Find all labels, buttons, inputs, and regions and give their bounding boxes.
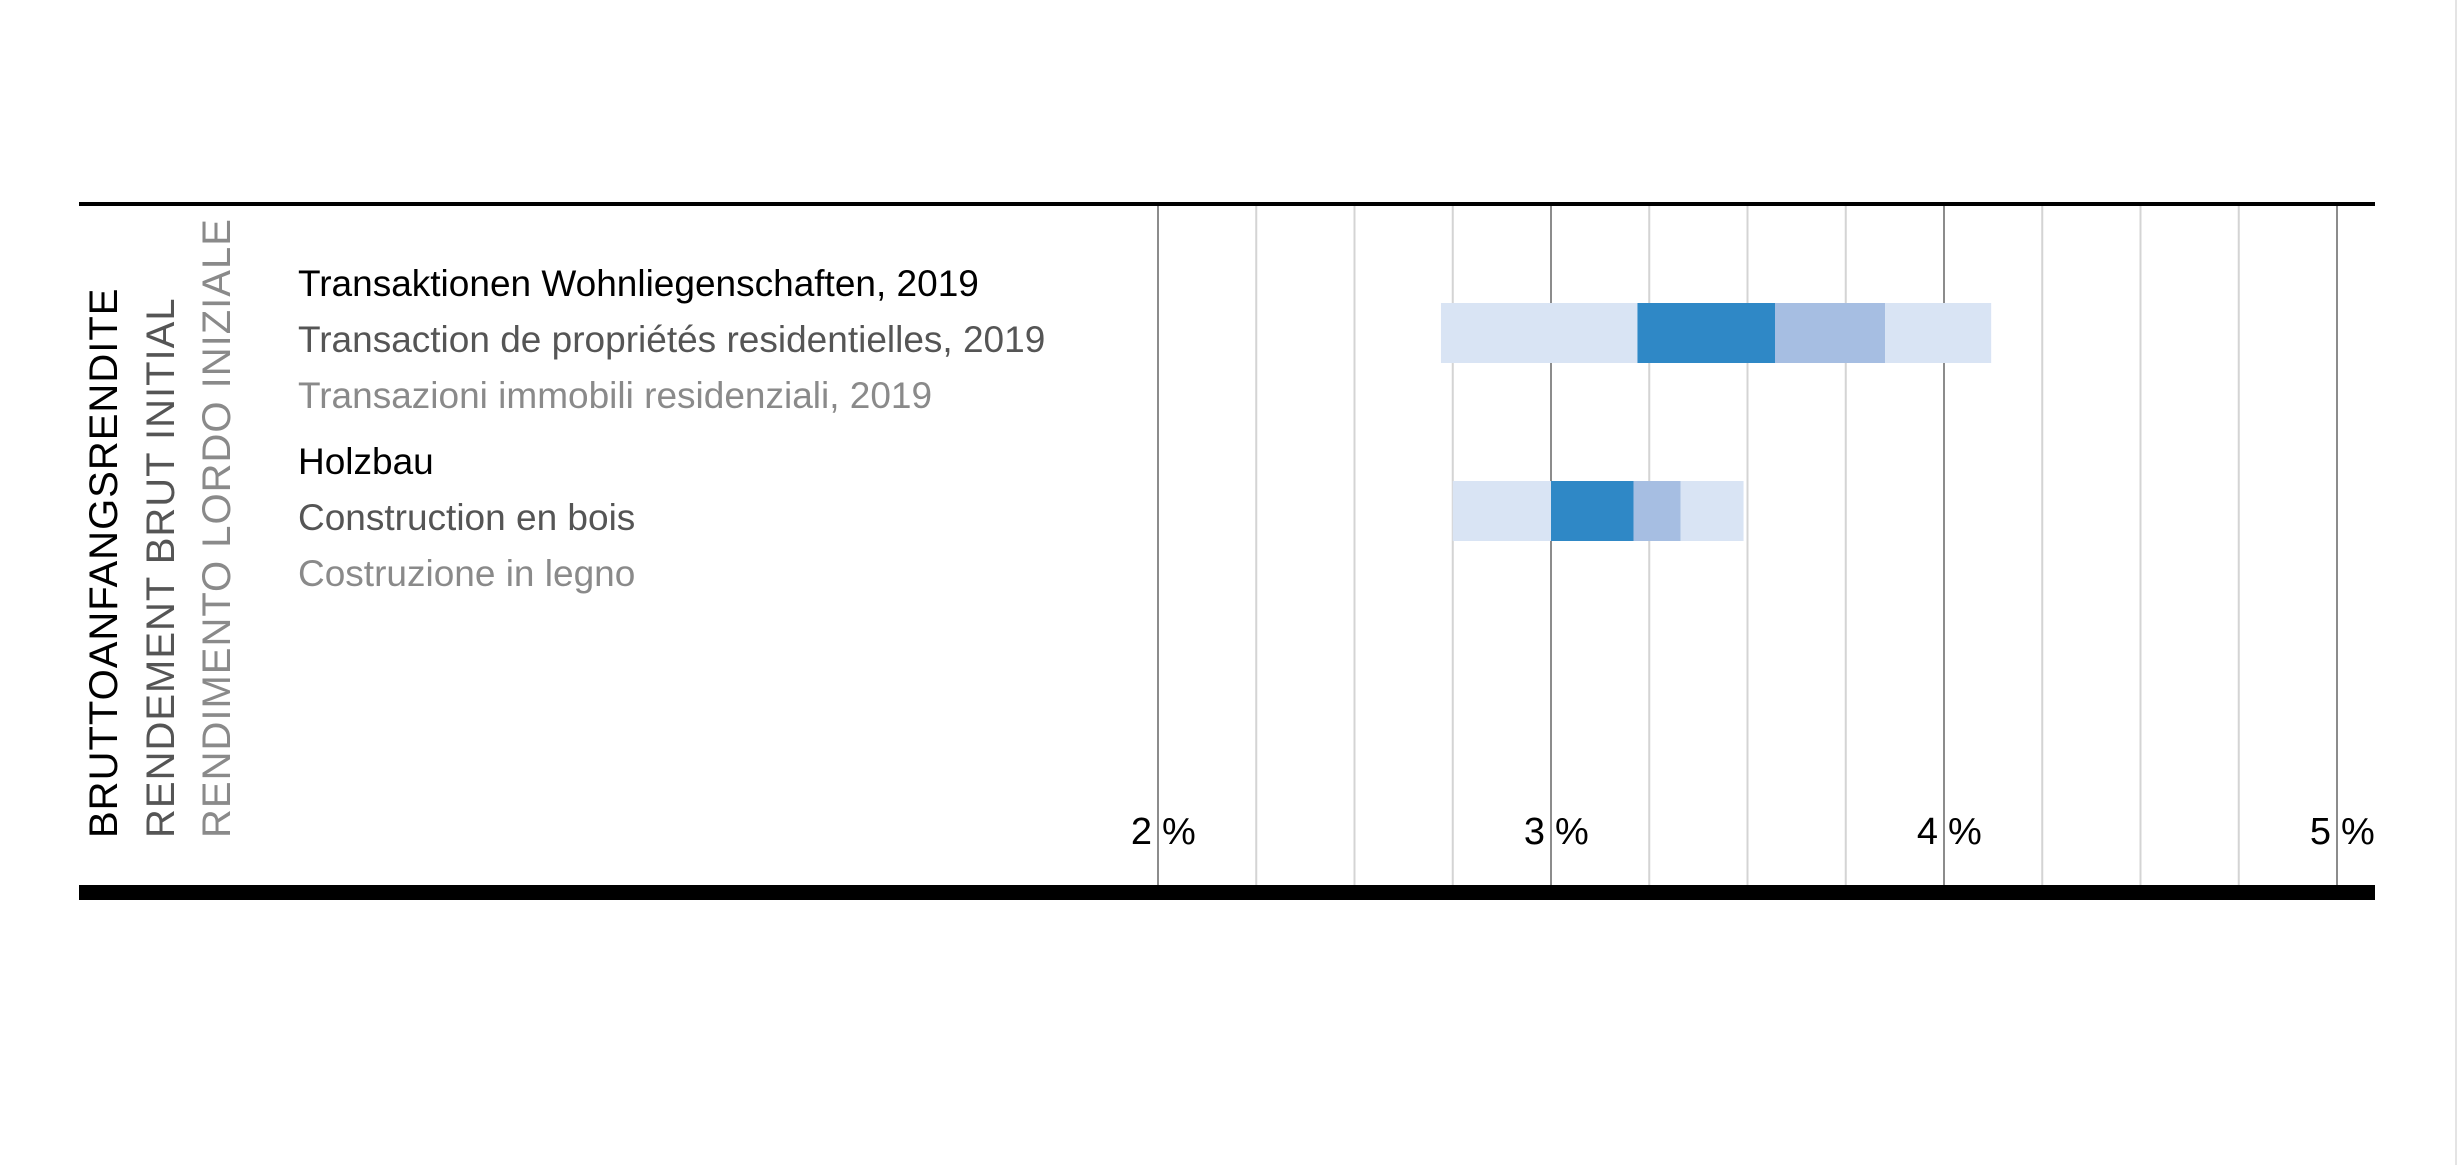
bar-1-inner-high-band: [1775, 303, 1886, 363]
bar-2-outer-high-band: [1680, 481, 1744, 541]
x-tick-number: 4: [1917, 811, 1938, 853]
series-label: Transaktionen Wohnliegenschaften, 2019: [298, 263, 979, 304]
x-tick-unit: %: [1948, 811, 1982, 853]
bar-1-outer-low-band: [1440, 303, 1638, 363]
ylabel-fr: RENDEMENT BRUT INITIAL: [139, 297, 183, 838]
x-tick-number: 3: [1524, 811, 1545, 853]
x-tick-unit: %: [1555, 811, 1589, 853]
bars: [1440, 303, 1992, 541]
x-tick-number: 5: [2310, 811, 2331, 853]
x-tick-unit: %: [2341, 811, 2375, 853]
bar-1-inner-low-band: [1637, 303, 1776, 363]
bar-1-outer-high-band: [1885, 303, 1992, 363]
bar-2-outer-low-band: [1452, 481, 1551, 541]
bottom-rule: [79, 885, 2375, 900]
x-tick-number: 2: [1131, 811, 1152, 853]
series-label: Transaction de propriétés residentielles…: [298, 319, 1045, 360]
series-label: Construction en bois: [298, 497, 635, 538]
series-label: Holzbau: [298, 441, 434, 482]
series-label: Costruzione in legno: [298, 553, 635, 594]
ylabel-de: BRUTTOANFANGSRENDITE: [82, 288, 126, 838]
bar-2-inner-high-band: [1633, 481, 1681, 541]
top-rule: [79, 202, 2375, 206]
ylabel-it: RENDIMENTO LORDO INIZIALE: [195, 218, 239, 838]
x-tick-unit: %: [1162, 811, 1196, 853]
bar-2-inner-low-band: [1551, 481, 1634, 541]
series-label: Transazioni immobili residenziali, 2019: [298, 375, 932, 416]
window-edge: [2455, 0, 2457, 1165]
